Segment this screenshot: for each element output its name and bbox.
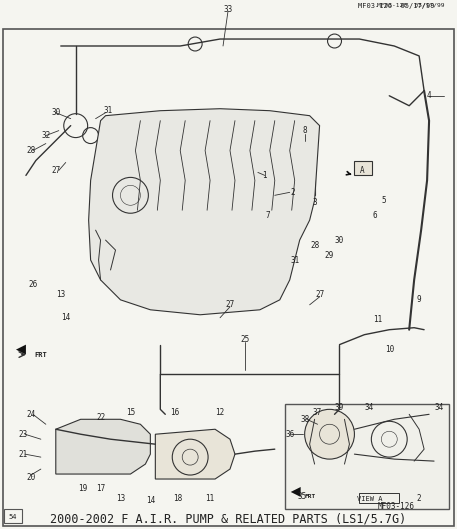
Circle shape [305,409,355,459]
Text: 5: 5 [382,196,387,205]
Text: 14: 14 [61,313,70,322]
Text: 15: 15 [126,408,135,417]
Text: A: A [360,166,365,175]
Text: 36: 36 [285,430,294,439]
Text: 29: 29 [325,251,334,260]
Text: 18: 18 [174,495,183,504]
Text: 11: 11 [373,315,382,324]
Text: 37: 37 [313,408,322,417]
Text: 10: 10 [385,345,394,354]
Text: 35: 35 [297,492,306,501]
Text: 28: 28 [26,146,36,155]
Text: 31: 31 [104,106,113,115]
Text: 17: 17 [96,485,105,494]
Bar [285,404,449,509]
Text: MF03-126  05/17/99: MF03-126 05/17/99 [358,3,435,9]
Text: 23: 23 [18,430,27,439]
Text: 2000-2002 F A.I.R. PUMP & RELATED PARTS (LS1/5.7G): 2000-2002 F A.I.R. PUMP & RELATED PARTS … [50,513,407,525]
Text: 2: 2 [417,495,421,504]
Bar [355,161,372,176]
Text: 38: 38 [300,415,309,424]
Text: 26: 26 [28,280,37,289]
Text: 34: 34 [365,403,374,412]
Text: 11: 11 [206,495,215,504]
Text: 19: 19 [78,485,87,494]
Text: 30: 30 [51,108,60,117]
Polygon shape [89,109,319,315]
Text: 1: 1 [262,171,267,180]
Text: 27: 27 [315,290,324,299]
Polygon shape [56,419,150,474]
Text: 54: 54 [9,514,17,520]
Text: 14: 14 [146,496,155,505]
Text: 34: 34 [435,403,444,412]
Polygon shape [155,429,235,479]
Text: 9: 9 [417,295,421,304]
Text: 33: 33 [223,5,233,14]
Text: FRT: FRT [34,352,47,358]
Text: 25: 25 [240,335,250,344]
Text: 30: 30 [335,235,344,244]
Text: 4: 4 [427,92,431,101]
Text: 16: 16 [170,408,180,417]
Text: 39: 39 [335,403,344,412]
Bar [260,160,314,195]
Text: 27: 27 [225,300,234,309]
Text: 27: 27 [51,166,60,175]
Text: 13: 13 [116,495,125,504]
Text: 28: 28 [310,241,319,250]
Polygon shape [16,344,26,354]
Bar [4,509,22,523]
Text: 13: 13 [56,290,65,299]
Polygon shape [291,487,301,497]
Text: 22: 22 [96,413,105,422]
Text: FRT: FRT [304,495,315,499]
Text: VIEW A: VIEW A [356,496,382,502]
Text: 12: 12 [215,408,225,417]
Text: 8: 8 [303,126,307,135]
Text: 2: 2 [290,188,295,197]
Text: 32: 32 [41,131,50,140]
Text: 20: 20 [26,472,36,481]
Text: MF03-126  05/17/99: MF03-126 05/17/99 [377,3,445,8]
Text: 3: 3 [312,198,317,207]
Text: 6: 6 [372,211,377,220]
Text: 21: 21 [18,450,27,459]
Text: MF03-126: MF03-126 [378,503,415,512]
Text: 7: 7 [266,211,270,220]
Text: 31: 31 [290,256,299,264]
Bar [359,493,399,503]
Text: 24: 24 [26,410,36,419]
